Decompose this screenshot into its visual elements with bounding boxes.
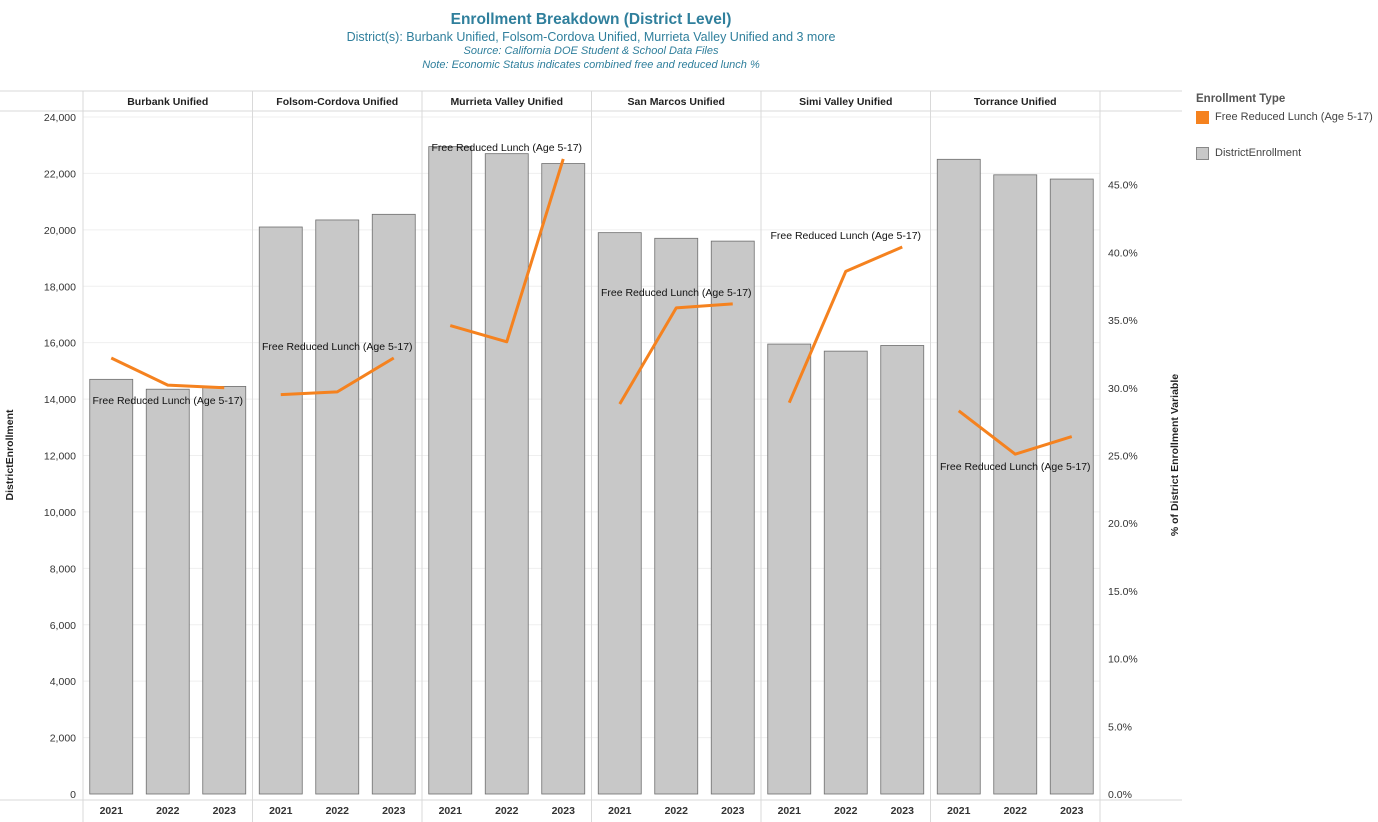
y-right-tick-label: 25.0%: [1108, 451, 1138, 463]
legend-item-district-enrollment[interactable]: DistrictEnrollment: [1196, 144, 1376, 162]
x-tick-label: 2022: [834, 805, 858, 817]
y-right-tick-label: 5.0%: [1108, 721, 1132, 733]
y-tick-label: 24,000: [44, 112, 76, 124]
x-tick-label: 2021: [778, 805, 802, 817]
bar: [597, 232, 642, 795]
y-right-tick-label: 40.0%: [1108, 247, 1138, 259]
line-series: [280, 356, 395, 397]
line-label: Free Reduced Lunch (Age 5-17): [431, 142, 582, 154]
y-tick-label: 6,000: [50, 620, 76, 632]
y-tick-label: 14,000: [44, 394, 76, 406]
line-label: Free Reduced Lunch (Age 5-17): [601, 287, 752, 299]
bar: [89, 378, 134, 795]
x-tick-label: 2023: [552, 805, 576, 817]
y-right-tick-label: 15.0%: [1108, 586, 1138, 598]
legend-label: DistrictEnrollment: [1215, 147, 1302, 159]
y-right-tick-label: 20.0%: [1108, 518, 1138, 530]
y-tick-label: 2,000: [50, 733, 76, 745]
bar: [541, 163, 586, 795]
bar: [428, 146, 473, 795]
bar: [993, 174, 1038, 795]
x-tick-label: 2023: [1060, 805, 1084, 817]
y-tick-label: 0: [70, 789, 76, 801]
bar: [371, 213, 416, 795]
y-right-tick-label: 35.0%: [1108, 315, 1138, 327]
legend-item-free-reduced-lunch[interactable]: Free Reduced Lunch (Age 5-17): [1196, 108, 1376, 126]
facet-header: San Marcos Unified: [628, 96, 725, 108]
bar: [484, 153, 529, 795]
line-label: Free Reduced Lunch (Age 5-17): [770, 230, 921, 242]
y-right-tick-label: 0.0%: [1108, 789, 1132, 801]
y-axis-title: DistrictEnrollment: [4, 409, 16, 501]
bar: [710, 240, 755, 795]
y-tick-label: 20,000: [44, 225, 76, 237]
y-tick-label: 4,000: [50, 676, 76, 688]
y-tick-label: 18,000: [44, 281, 76, 293]
economic-status-note: Note: Economic Status indicates combined…: [422, 59, 760, 71]
line-series: [110, 356, 225, 390]
legend-swatch-orange: [1196, 110, 1209, 124]
bar: [823, 350, 868, 795]
x-tick-label: 2022: [156, 805, 180, 817]
facet-header: Folsom-Cordova Unified: [276, 96, 398, 108]
bar: [654, 237, 699, 795]
bar: [767, 343, 812, 795]
line-series: [787, 245, 903, 404]
legend: Enrollment Type Free Reduced Lunch (Age …: [1196, 93, 1376, 162]
x-tick-label: 2023: [721, 805, 745, 817]
x-tick-label: 2022: [1004, 805, 1028, 817]
bar: [936, 158, 981, 795]
x-tick-label: 2022: [326, 805, 350, 817]
facet-header: Simi Valley Unified: [799, 96, 892, 108]
bar: [315, 219, 360, 795]
bar: [258, 226, 303, 795]
x-tick-label: 2023: [382, 805, 406, 817]
y-tick-label: 16,000: [44, 338, 76, 350]
y-tick-label: 12,000: [44, 451, 76, 463]
x-tick-label: 2023: [891, 805, 915, 817]
line-label: Free Reduced Lunch (Age 5-17): [262, 341, 413, 353]
y-right-tick-label: 45.0%: [1108, 180, 1138, 192]
x-tick-label: 2023: [213, 805, 237, 817]
x-tick-label: 2021: [269, 805, 293, 817]
facet-header: Burbank Unified: [127, 96, 208, 108]
line-series: [449, 158, 565, 344]
y-right-tick-label: 10.0%: [1108, 654, 1138, 666]
facet-header: Murrieta Valley Unified: [450, 96, 563, 108]
chart-subtitle: District(s): Burbank Unified, Folsom-Cor…: [346, 30, 836, 44]
x-tick-label: 2021: [608, 805, 632, 817]
x-tick-label: 2022: [495, 805, 519, 817]
y-tick-label: 22,000: [44, 168, 76, 180]
x-tick-label: 2021: [100, 805, 124, 817]
y-right-axis-title: % of District Enrollment Variable: [1169, 374, 1181, 536]
chart-title: Enrollment Breakdown (District Level): [450, 11, 732, 28]
line-label: Free Reduced Lunch (Age 5-17): [940, 461, 1091, 473]
bar: [202, 385, 247, 795]
facet-header: Torrance Unified: [974, 96, 1057, 108]
legend-label: Free Reduced Lunch (Age 5-17): [1215, 111, 1373, 123]
source-note: Source: California DOE Student & School …: [463, 45, 719, 57]
y-right-tick-label: 30.0%: [1108, 383, 1138, 395]
legend-swatch-gray: [1196, 146, 1209, 160]
bar: [880, 345, 925, 795]
y-tick-label: 8,000: [50, 563, 76, 575]
x-tick-label: 2022: [665, 805, 689, 817]
line-series: [957, 409, 1073, 456]
line-label: Free Reduced Lunch (Age 5-17): [92, 395, 243, 407]
legend-title: Enrollment Type: [1196, 93, 1286, 105]
y-tick-label: 10,000: [44, 507, 76, 519]
x-tick-label: 2021: [947, 805, 971, 817]
bar: [1049, 178, 1094, 795]
x-tick-label: 2021: [439, 805, 463, 817]
bar: [145, 388, 190, 795]
line-series: [618, 302, 733, 405]
